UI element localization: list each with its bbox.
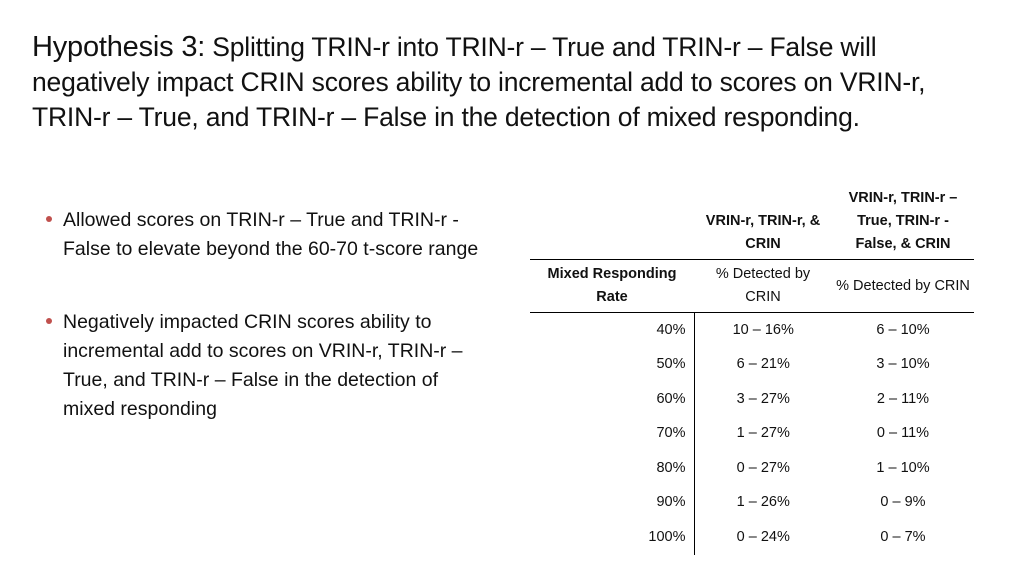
value-cell-b: 1 – 10%	[876, 459, 930, 476]
bullet-text: Negatively impacted CRIN scores ability …	[63, 311, 463, 420]
col-header-split-crin: VRIN-r, TRIN-r – True, TRIN-r - False, &…	[832, 180, 974, 260]
col-header-crin: VRIN-r, TRIN-r, & CRIN	[705, 213, 821, 252]
value-cell-a: 3 – 27%	[736, 390, 790, 407]
bullet-text: Allowed scores on TRIN-r – True and TRIN…	[63, 209, 479, 260]
value-cell-b: 6 – 10%	[876, 321, 930, 338]
rate-cell: 80%	[530, 451, 695, 486]
value-cell-a: 6 – 21%	[736, 356, 790, 373]
table-row: 70% 1 – 27% 0 – 11%	[530, 416, 974, 451]
subheader-rate: Mixed Responding Rate	[547, 266, 677, 305]
title-text: Splitting TRIN-r into TRIN-r – True and …	[32, 32, 926, 132]
value-cell-a: 10 – 16%	[732, 321, 794, 338]
table-row: 100% 0 – 24% 0 – 7%	[530, 520, 974, 555]
bullet-item: Negatively impacted CRIN scores ability …	[46, 308, 486, 424]
value-cell-b: 0 – 9%	[880, 494, 926, 511]
rate-cell: 40%	[530, 312, 695, 348]
rate-cell: 60%	[530, 382, 695, 417]
bullet-list: Allowed scores on TRIN-r – True and TRIN…	[46, 206, 486, 424]
value-cell-b: 3 – 10%	[876, 356, 930, 373]
rate-cell: 90%	[530, 485, 695, 520]
bullet-dot-icon	[46, 318, 52, 324]
detection-table: VRIN-r, TRIN-r, & CRIN VRIN-r, TRIN-r – …	[530, 180, 974, 555]
rate-cell: 50%	[530, 347, 695, 382]
value-cell-b: 0 – 7%	[880, 528, 926, 545]
value-cell-b: 2 – 11%	[876, 390, 930, 407]
value-cell-a: 0 – 24%	[736, 528, 790, 545]
table-row: 80% 0 – 27% 1 – 10%	[530, 451, 974, 486]
table-header-row: VRIN-r, TRIN-r, & CRIN VRIN-r, TRIN-r – …	[530, 180, 974, 260]
col-header-blank	[530, 180, 694, 260]
table-row: 60% 3 – 27% 2 – 11%	[530, 382, 974, 417]
table-row: 90% 1 – 26% 0 – 9%	[530, 485, 974, 520]
table-subheader-row: Mixed Responding Rate % Detected by CRIN…	[530, 259, 974, 313]
slide-title: Hypothesis 3: Splitting TRIN-r into TRIN…	[32, 30, 992, 135]
bullet-item: Allowed scores on TRIN-r – True and TRIN…	[46, 206, 486, 264]
rate-cell: 70%	[530, 416, 695, 451]
value-cell-a: 1 – 26%	[736, 494, 790, 511]
value-cell-a: 1 – 27%	[736, 425, 790, 442]
subheader-detected-b: % Detected by CRIN	[836, 277, 970, 294]
rate-cell: 100%	[530, 520, 695, 555]
value-cell-a: 0 – 27%	[736, 459, 790, 476]
bullet-dot-icon	[46, 216, 52, 222]
value-cell-b: 0 – 11%	[876, 425, 930, 442]
subheader-detected-a: % Detected by CRIN	[715, 266, 811, 305]
table-row: 50% 6 – 21% 3 – 10%	[530, 347, 974, 382]
table-row: 40% 10 – 16% 6 – 10%	[530, 312, 974, 348]
title-lead: Hypothesis 3:	[32, 31, 206, 63]
